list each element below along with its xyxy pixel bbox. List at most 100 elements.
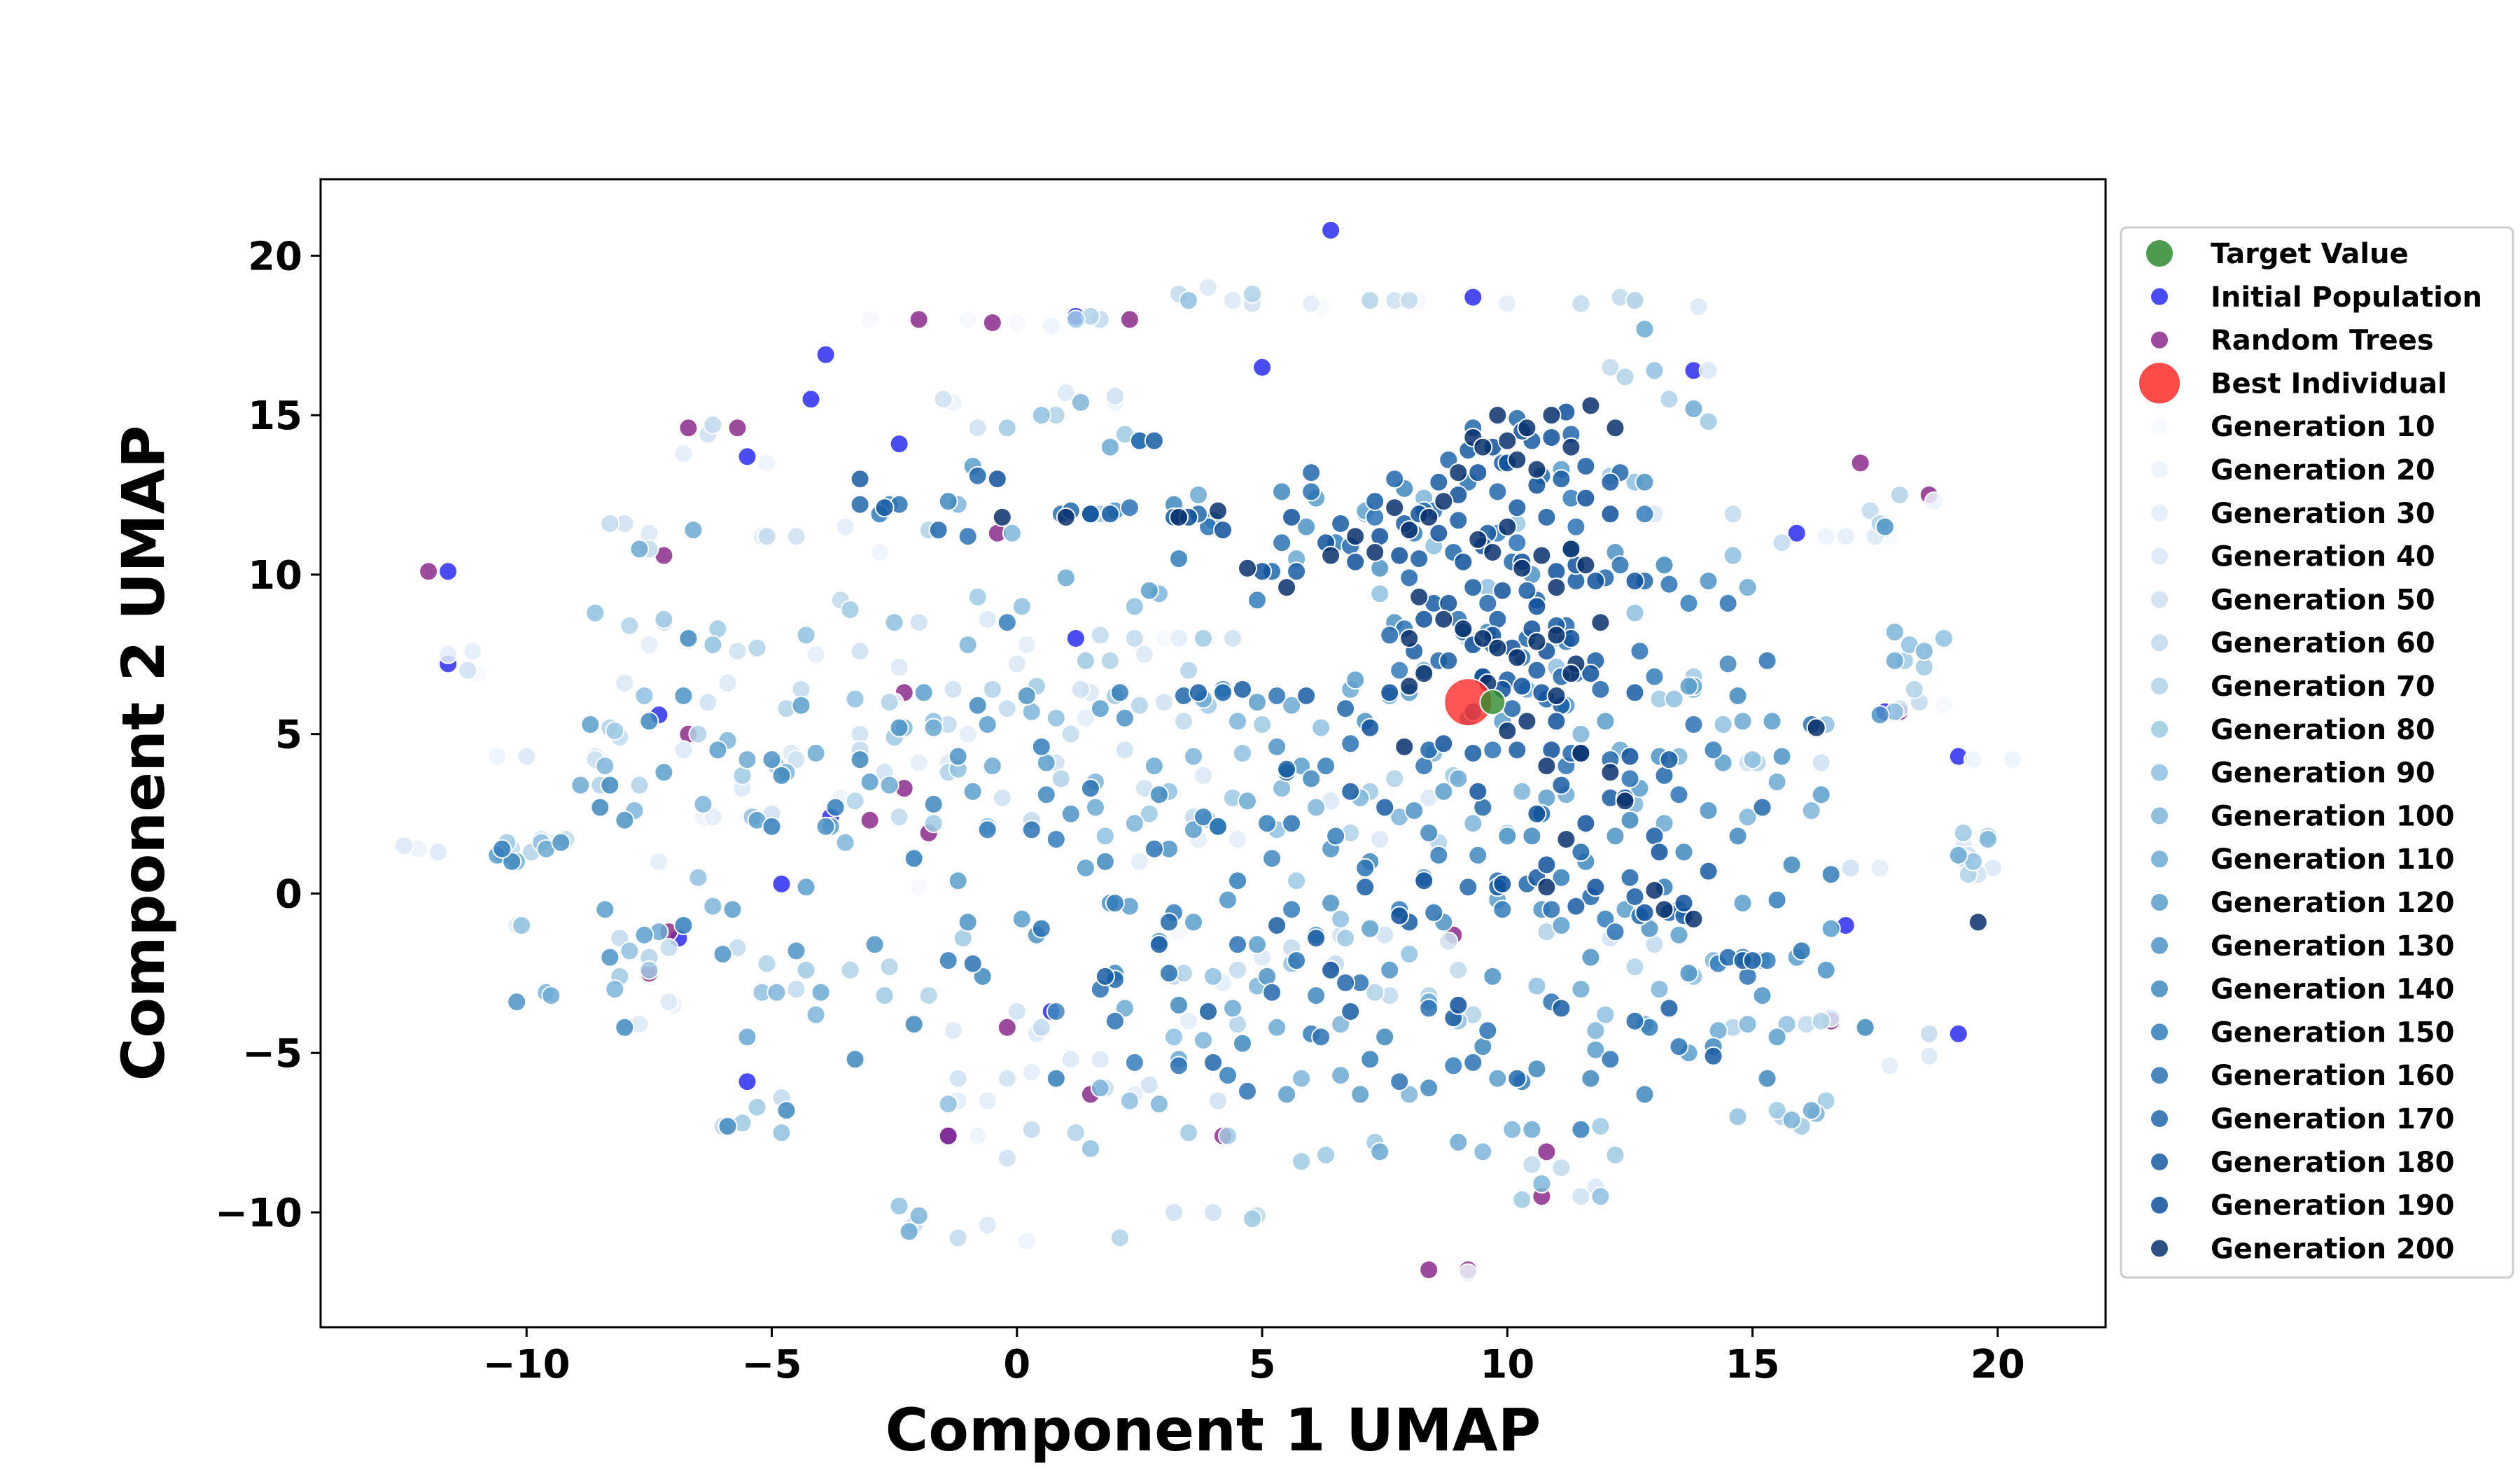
legend-label-generation-150: Generation 150 [2211,1016,2455,1049]
y-tick-label: 15 [248,393,302,439]
data-point-generation-200 [1409,587,1429,607]
data-point-generation-120 [1360,918,1380,939]
data-point-generation-150 [904,848,924,869]
data-point-generation-160 [1267,686,1287,706]
data-point-generation-160 [1630,641,1650,662]
data-point-generation-150 [1326,826,1346,846]
data-point-generation-90 [1723,545,1743,566]
legend-marker-generation-110 [2150,849,2169,869]
data-point-initial-population [1463,287,1483,307]
data-point-generation-200 [1615,791,1635,811]
data-point-generation-180 [1659,998,1679,1018]
data-point-generation-80 [1698,412,1718,432]
data-point-generation-50 [727,641,748,662]
data-point-generation-190 [1541,428,1562,447]
data-point-generation-200 [1385,498,1405,518]
data-point-generation-130 [1870,705,1890,725]
legend-marker-generation-200 [2150,1238,2169,1259]
data-point-generation-200 [1684,909,1704,929]
data-point-generation-50 [1208,1091,1228,1111]
data-point-generation-190 [1345,552,1366,572]
data-point-generation-170 [1488,482,1508,502]
legend-label-generation-120: Generation 120 [2211,887,2455,919]
data-point-generation-70 [620,615,640,636]
data-point-generation-200 [1507,648,1527,668]
data-point-generation-130 [1772,746,1792,766]
data-point-generation-90 [1203,966,1223,986]
data-point-generation-180 [1267,916,1287,935]
data-point-generation-160 [1419,998,1439,1018]
data-point-generation-70 [879,957,899,977]
data-point-generation-140 [1634,1084,1655,1105]
data-point-generation-120 [796,877,816,897]
data-point-generation-100 [1884,622,1905,642]
data-point-generation-50 [1164,1203,1184,1222]
data-point-generation-150 [1105,893,1125,913]
data-point-generation-90 [634,686,654,706]
data-point-generation-20 [757,453,777,473]
data-point-generation-80 [997,418,1017,438]
data-point-generation-130 [1483,966,1503,986]
data-point-generation-110 [899,1222,919,1242]
data-point-generation-40 [615,673,635,693]
data-point-generation-130 [1404,801,1424,820]
data-point-generation-110 [982,756,1002,776]
data-point-random-trees [1119,309,1140,330]
data-point-generation-10 [909,877,929,897]
series-target-value [1479,689,1506,716]
data-point-generation-110 [737,750,757,770]
data-point-generation-140 [1782,855,1802,875]
data-point-generation-140 [776,1100,797,1121]
data-point-initial-population [1948,1023,1968,1044]
data-point-generation-60 [1600,357,1620,377]
data-point-generation-120 [1488,1068,1508,1088]
data-point-generation-140 [678,629,699,648]
x-tick-label: 10 [1480,1342,1534,1387]
data-point-generation-200 [1527,631,1547,652]
data-point-generation-30 [977,1091,997,1111]
data-point-generation-10 [958,309,978,330]
y-tick-label: −10 [215,1191,302,1236]
data-point-generation-160 [1507,533,1527,553]
data-point-generation-30 [1021,1062,1042,1082]
data-point-generation-180 [1296,686,1317,706]
data-point-generation-200 [1654,899,1674,920]
data-point-generation-110 [1238,791,1257,811]
data-point-generation-80 [874,986,895,1006]
data-point-generation-50 [458,660,478,680]
data-point-generation-120 [977,715,997,734]
data-point-generation-120 [634,925,654,945]
data-point-generation-190 [1453,552,1474,572]
data-point-generation-30 [639,635,659,655]
data-point-generation-200 [1512,558,1532,578]
data-point-generation-180 [1340,781,1361,802]
data-point-generation-80 [747,1097,767,1117]
data-point-generation-60 [889,807,909,827]
plot-area-frame [319,178,2107,1329]
data-point-generation-200 [1434,609,1454,629]
data-point-generation-90 [1124,596,1144,617]
data-point-generation-150 [673,916,694,935]
legend-label-generation-200: Generation 200 [2211,1233,2455,1265]
data-point-generation-200 [1208,500,1228,521]
data-point-generation-140 [590,797,610,818]
data-point-generation-190 [1380,682,1400,703]
data-point-generation-180 [1625,682,1645,703]
data-point-generation-140 [967,695,988,715]
data-point-generation-190 [1282,507,1302,527]
data-point-generation-70 [845,791,865,811]
data-point-initial-population [889,434,909,454]
data-point-generation-60 [1772,533,1792,553]
data-point-generation-110 [1085,797,1105,818]
data-point-generation-80 [1218,1126,1238,1146]
legend-marker-generation-130 [2150,935,2169,955]
data-point-generation-200 [1536,756,1557,776]
data-point-generation-100 [1782,1110,1802,1130]
data-point-generation-30 [1228,830,1247,849]
data-point-generation-130 [1605,826,1625,846]
data-point-generation-100 [1306,797,1326,818]
data-point-random-trees [1419,1260,1439,1280]
data-point-generation-90 [1031,405,1051,426]
data-point-generation-60 [659,937,679,958]
data-point-generation-60 [948,1228,968,1248]
